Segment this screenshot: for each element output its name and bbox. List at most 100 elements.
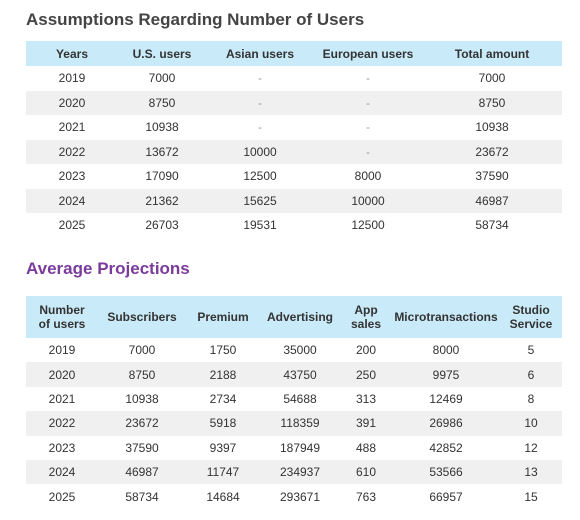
table-header-row: Number of users Subscribers Premium Advertis… (26, 296, 562, 338)
column-header-line: Microtransactions (394, 310, 498, 324)
column-header: Microtransactions (392, 296, 500, 338)
table-cell: 250 (340, 362, 392, 387)
column-header: Number of users (26, 296, 98, 338)
table-row: 2024 46987 11747 234937 610 53566 13 (26, 459, 562, 485)
column-header-line: Premium (197, 310, 249, 324)
table-cell: 2025 (26, 484, 98, 509)
table-cell: 2023 (26, 164, 118, 189)
table-header-row: Years U.S. users Asian users European us… (26, 41, 562, 66)
table-row: 2024 21362 15625 10000 46987 (26, 188, 562, 213)
table-cell: 118359 (260, 411, 340, 436)
column-header: App sales (340, 296, 392, 338)
column-header: Studio Service (500, 296, 562, 338)
table-cell: 2023 (26, 435, 98, 460)
table-cell: 26703 (118, 213, 206, 238)
table-cell: 58734 (422, 213, 562, 238)
column-header-line: Advertising (266, 310, 333, 324)
table-row: 2020 8750- -8750 (26, 90, 562, 115)
table-cell: 66957 (392, 484, 500, 509)
column-header: Subscribers (98, 296, 186, 338)
table-cell: 54688 (260, 386, 340, 412)
table-cell: 9975 (392, 362, 500, 387)
user-assumptions-table: Years U.S. users Asian users European us… (26, 41, 562, 238)
table-row: 2021 10938 2734 54688 313 12469 8 (26, 386, 562, 412)
table-row: 2025 26703 19531 12500 58734 (26, 213, 562, 238)
table-cell: 10000 (314, 188, 422, 213)
table-cell: 10938 (422, 115, 562, 140)
table-row: 2025 58734 14684 293671 763 66957 15 (26, 484, 562, 509)
table-cell: 8750 (118, 90, 206, 115)
table-row: 2023 37590 9397 187949 488 42852 12 (26, 435, 562, 460)
table-cell: 10000 (206, 139, 314, 164)
table-cell: 12500 (314, 213, 422, 238)
table-cell: 7000 (422, 66, 562, 91)
table-cell: 26986 (392, 411, 500, 436)
table-cell: 1750 (186, 338, 260, 363)
table-cell: 293671 (260, 484, 340, 509)
column-header-line: of users (38, 317, 86, 331)
table-cell: 2020 (26, 362, 98, 387)
average-projections-table: Number of users Subscribers Premium Advertis… (26, 296, 562, 509)
table-cell: 37590 (98, 435, 186, 460)
table-cell: 200 (340, 338, 392, 363)
table-cell: 43750 (260, 362, 340, 387)
table-row: 2021 10938- -10938 (26, 115, 562, 140)
table-cell: 763 (340, 484, 392, 509)
table-cell: 21362 (118, 188, 206, 213)
table-cell: 2024 (26, 459, 98, 485)
table-cell: 2022 (26, 411, 98, 436)
table-cell: 7000 (98, 338, 186, 363)
table-cell: 19531 (206, 213, 314, 238)
table-cell: 46987 (98, 459, 186, 485)
table-cell: 37590 (422, 164, 562, 189)
table-cell: 2019 (26, 338, 98, 363)
table-row: 2020 8750 2188 43750 250 9975 6 (26, 362, 562, 387)
table-cell: 8750 (422, 90, 562, 115)
column-header: U.S. users (118, 41, 206, 66)
table-cell: 5 (500, 338, 562, 363)
table-cell: 13672 (118, 139, 206, 164)
table-cell: 23672 (422, 139, 562, 164)
table-row: 2023 17090 12500 8000 37590 (26, 164, 562, 189)
table-cell: - (206, 66, 314, 91)
column-header: Total amount (422, 41, 562, 66)
table-cell: 8 (500, 386, 562, 412)
column-header: Premium (186, 296, 260, 338)
table-cell: 10938 (118, 115, 206, 140)
table-cell: 15625 (206, 188, 314, 213)
table-cell: 58734 (98, 484, 186, 509)
table-cell: 13 (500, 459, 562, 485)
column-header-line: Studio (512, 303, 550, 317)
table-cell: 234937 (260, 459, 340, 485)
column-header: European users (314, 41, 422, 66)
table-cell: 391 (340, 411, 392, 436)
table-cell: 42852 (392, 435, 500, 460)
table-cell: 2188 (186, 362, 260, 387)
table-cell: 14684 (186, 484, 260, 509)
table-cell: 313 (340, 386, 392, 412)
table-cell: 610 (340, 459, 392, 485)
table-cell: 35000 (260, 338, 340, 363)
table-cell: - (314, 90, 422, 115)
table-cell: 8000 (314, 164, 422, 189)
column-header-line: App (354, 303, 378, 317)
table-cell: 2024 (26, 188, 118, 213)
table-cell: 7000 (118, 66, 206, 91)
table-cell: 11747 (186, 459, 260, 485)
table-row: 2019 7000- -7000 (26, 66, 562, 91)
table-cell: 2025 (26, 213, 118, 238)
table-cell: 9397 (186, 435, 260, 460)
table-cell: 15 (500, 484, 562, 509)
table-cell: 46987 (422, 188, 562, 213)
column-header: Advertising (260, 296, 340, 338)
table-cell: 53566 (392, 459, 500, 485)
column-header: Asian users (206, 41, 314, 66)
column-header-line: Number (39, 303, 85, 317)
assumptions-title: Assumptions Regarding Number of Users (26, 10, 365, 29)
table-cell: 187949 (260, 435, 340, 460)
table-cell: 5918 (186, 411, 260, 436)
table-cell: 17090 (118, 164, 206, 189)
projections-title: Average Projections (26, 259, 190, 278)
table-cell: 10 (500, 411, 562, 436)
table-cell: 2021 (26, 386, 98, 412)
